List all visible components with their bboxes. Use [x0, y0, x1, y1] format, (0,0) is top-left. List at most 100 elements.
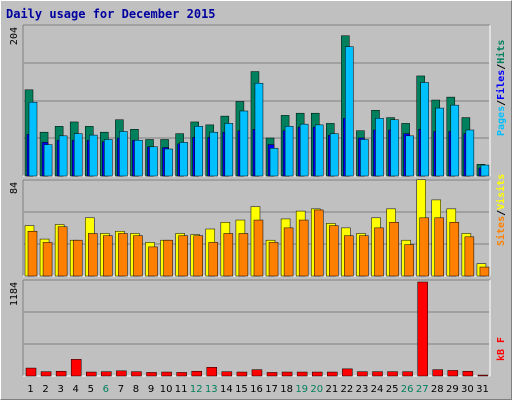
bar-sites — [238, 233, 249, 277]
day-label: 9 — [148, 384, 154, 395]
day-label: 6 — [103, 384, 109, 395]
bar-pages — [134, 139, 143, 177]
bar-sites — [133, 235, 143, 277]
bar-kbytes — [161, 371, 172, 377]
bar-pages — [239, 110, 249, 177]
bar-sites — [42, 242, 53, 277]
bar-kbytes — [477, 374, 489, 377]
bar-pages — [480, 164, 490, 177]
legend-sites-visits: Sites/Visits — [495, 174, 507, 246]
bar-sites — [72, 239, 83, 277]
bar-pages — [375, 118, 384, 177]
bar-pages — [28, 101, 38, 177]
bar-sites — [479, 266, 490, 277]
day-label: 11 — [175, 384, 188, 395]
day-label: 12 — [190, 384, 203, 395]
bar-kbytes — [40, 371, 52, 377]
y-axis-max-label: 84 — [9, 182, 20, 194]
bar-kbytes — [191, 370, 202, 377]
day-label: 1 — [27, 384, 33, 395]
bar-sites — [329, 225, 339, 277]
bar-kbytes — [311, 371, 323, 377]
day-label: 29 — [446, 384, 459, 395]
bar-pages — [465, 129, 475, 177]
bar-kbytes — [342, 368, 353, 377]
bar-pages — [330, 133, 339, 177]
day-label: 16 — [250, 384, 263, 395]
bar-kbytes — [447, 370, 459, 377]
day-label: 4 — [73, 384, 79, 395]
bar-kbytes — [86, 371, 97, 377]
bar-kbytes — [146, 372, 157, 377]
day-label: 21 — [325, 384, 338, 395]
bar-sites — [449, 222, 460, 277]
bar-kbytes — [55, 370, 67, 377]
day-label: 13 — [205, 384, 218, 395]
day-label: 20 — [310, 384, 323, 395]
bar-sites — [313, 209, 324, 277]
bar-kbytes — [296, 371, 308, 377]
bar-pages — [269, 147, 279, 177]
day-label: 5 — [88, 384, 94, 395]
bar-pages — [43, 144, 53, 177]
bar-pages — [254, 82, 264, 177]
bar-sites — [404, 244, 414, 277]
bar-sites — [359, 235, 369, 277]
day-label: 17 — [265, 384, 278, 395]
day-label: 14 — [220, 384, 233, 395]
bar-sites — [118, 233, 128, 277]
bar-pages — [149, 146, 158, 177]
bar-sites — [148, 246, 158, 277]
bar-kbytes — [70, 359, 82, 377]
bar-kbytes — [116, 370, 127, 377]
bar-kbytes — [462, 370, 474, 377]
day-label: 7 — [118, 384, 124, 395]
y-axis-max-label: 204 — [9, 27, 20, 45]
bar-kbytes — [101, 371, 112, 377]
day-label: 31 — [476, 384, 489, 395]
day-label: 15 — [235, 384, 248, 395]
day-label: 23 — [356, 384, 369, 395]
bar-kbytes — [221, 371, 233, 377]
day-label: 28 — [431, 384, 444, 395]
bar-sites — [374, 227, 384, 277]
bar-pages — [390, 119, 399, 177]
bar-pages — [450, 104, 460, 177]
bar-pages — [420, 82, 429, 177]
legend-kbytes: kB F — [496, 337, 507, 361]
bar-pages — [405, 135, 414, 177]
bar-sites — [208, 242, 219, 277]
day-label: 10 — [160, 384, 173, 395]
bar-kbytes — [372, 371, 383, 377]
bar-sites — [178, 235, 188, 277]
bar-pages — [284, 126, 294, 177]
bar-pages — [224, 123, 234, 177]
bar-pages — [299, 123, 309, 177]
bar-sites — [344, 235, 354, 277]
bar-pages — [314, 124, 324, 177]
bar-kbytes — [206, 367, 218, 377]
bar-kbytes — [281, 371, 293, 377]
legend-pages-files-hits: Pages/Files/Hits — [495, 40, 507, 136]
day-label: 27 — [416, 384, 429, 395]
bar-kbytes — [236, 371, 248, 377]
day-label: 8 — [133, 384, 139, 395]
bar-kbytes — [357, 371, 368, 377]
bar-kbytes — [176, 372, 187, 377]
day-label: 26 — [401, 384, 414, 395]
bar-kbytes — [251, 369, 263, 377]
day-label: 18 — [280, 384, 293, 395]
bar-sites — [223, 233, 234, 277]
bar-sites — [389, 222, 399, 277]
bar-kbytes — [432, 369, 443, 377]
bar-pages — [435, 107, 444, 177]
bar-sites — [253, 219, 264, 277]
bar-sites — [57, 226, 68, 277]
day-label: 22 — [341, 384, 354, 395]
bar-kbytes — [131, 371, 142, 377]
bar-sites — [27, 230, 38, 277]
bar-pages — [104, 139, 113, 177]
day-label: 30 — [461, 384, 474, 395]
